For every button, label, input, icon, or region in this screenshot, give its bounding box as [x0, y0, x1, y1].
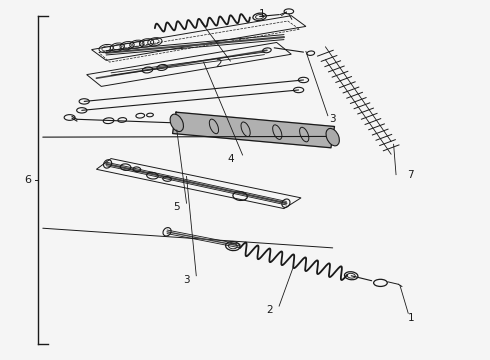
- Text: 7: 7: [407, 170, 414, 180]
- Text: 5: 5: [173, 202, 180, 212]
- Text: 4: 4: [227, 154, 234, 163]
- Ellipse shape: [170, 114, 183, 131]
- Text: 1: 1: [259, 9, 266, 19]
- Text: 6: 6: [24, 175, 32, 185]
- Text: 2: 2: [215, 59, 221, 69]
- Polygon shape: [172, 112, 335, 148]
- Text: 3: 3: [329, 114, 336, 124]
- Ellipse shape: [326, 129, 340, 146]
- Text: 1: 1: [407, 312, 414, 323]
- Text: 2: 2: [266, 305, 272, 315]
- Text: 3: 3: [183, 275, 190, 285]
